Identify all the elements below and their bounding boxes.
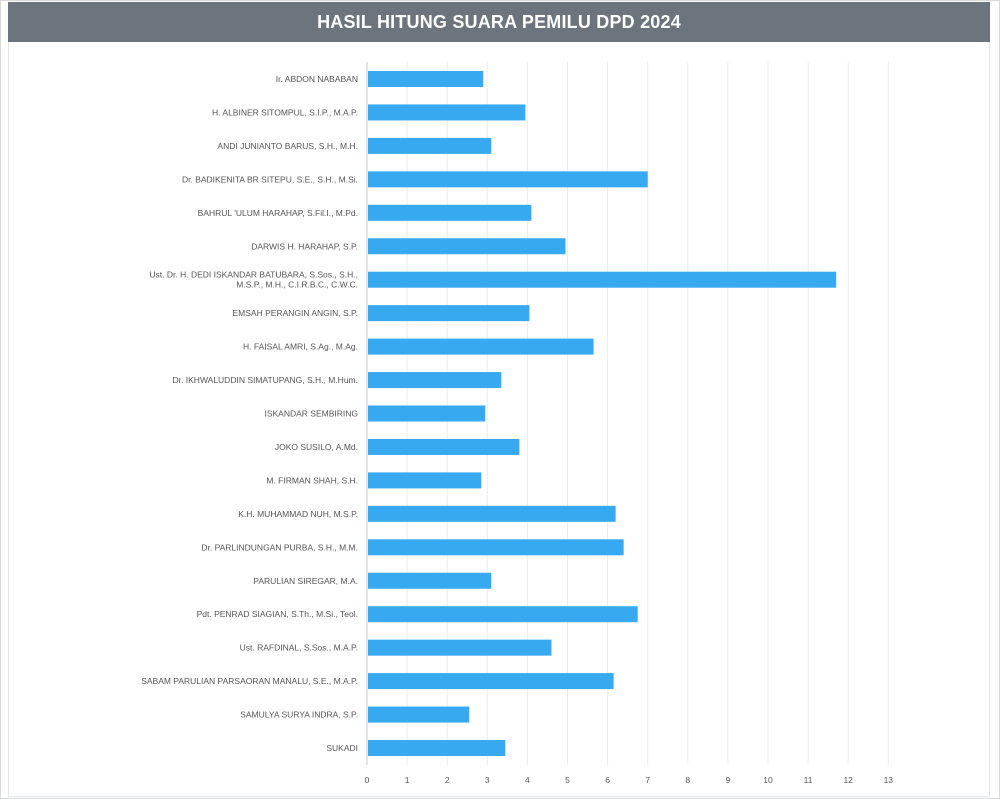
x-axis-ticks: 0 1 2 3 4 5 6 7 8 9 10 11 12 13	[365, 775, 894, 785]
category-label: SAMULYA SURYA INDRA, S.P.	[240, 710, 358, 720]
bar[interactable]	[368, 472, 482, 489]
category-label: H. FAISAL AMRI, S.Ag., M.Ag.	[243, 342, 358, 352]
x-tick-label: 7	[645, 775, 650, 785]
chart-panel	[8, 42, 990, 797]
category-label: Pdt. PENRAD SIAGIAN, S.Th., M.Si., Teol.	[197, 609, 358, 619]
bar[interactable]	[368, 639, 552, 656]
bar[interactable]	[368, 305, 530, 322]
x-tick-label: 3	[485, 775, 490, 785]
x-tick-label: 0	[365, 775, 370, 785]
x-tick-label: 5	[565, 775, 570, 785]
x-tick-label: 11	[804, 775, 813, 785]
category-label: Dr. IKHWALUDDIN SIMATUPANG, S.H., M.Hum.	[173, 375, 358, 385]
x-tick-label: 10	[763, 775, 773, 785]
bars	[368, 71, 837, 756]
category-label: H. ALBINER SITOMPUL, S.I.P., M.A.P.	[212, 107, 358, 117]
category-label: JOKO SUSILO, A.Md.	[275, 442, 358, 452]
bar[interactable]	[368, 606, 638, 623]
category-label: DARWIS H. HARAHAP, S.P.	[251, 241, 358, 251]
chart-header: HASIL HITUNG SUARA PEMILU DPD 2024	[8, 2, 990, 42]
x-tick-label: 6	[605, 775, 610, 785]
category-label: ANDI JUNIANTO BARUS, S.H., M.H.	[217, 141, 358, 151]
bar[interactable]	[368, 338, 594, 355]
bar[interactable]	[368, 505, 616, 522]
category-label: Ust. RAFDINAL, S.Sos., M.A.P.	[240, 643, 358, 653]
category-label: Dr. BADIKENITA BR SITEPU, S.E., S.H., M.…	[182, 174, 358, 184]
x-tick-label: 12	[843, 775, 853, 785]
chart-title: HASIL HITUNG SUARA PEMILU DPD 2024	[317, 11, 681, 32]
category-label: Ust. Dr. H. DEDI ISKANDAR BATUBARA, S.So…	[149, 270, 358, 280]
bar[interactable]	[368, 238, 566, 255]
bar[interactable]	[368, 405, 486, 422]
category-label: M.S.P., M.H., C.I.R.B.C., C.W.C.	[236, 280, 358, 290]
bar[interactable]	[368, 271, 837, 288]
bar[interactable]	[368, 204, 532, 221]
category-label: ISKANDAR SEMBIRING	[264, 409, 358, 419]
category-label: Ir. ABDON NABABAN	[276, 74, 358, 84]
bar[interactable]	[368, 137, 492, 154]
bar[interactable]	[368, 438, 520, 455]
x-tick-label: 1	[405, 775, 410, 785]
x-tick-label: 4	[525, 775, 530, 785]
category-label: BAHRUL 'ULUM HARAHAP, S.Fil.I., M.Pd.	[198, 208, 358, 218]
category-label: SUKADI	[326, 743, 358, 753]
x-tick-label: 2	[445, 775, 450, 785]
bar[interactable]	[368, 372, 502, 389]
x-tick-label: 9	[726, 775, 731, 785]
category-label: Dr. PARLINDUNGAN PURBA, S.H., M.M.	[201, 542, 358, 552]
bar[interactable]	[368, 104, 526, 121]
bar[interactable]	[368, 572, 492, 589]
category-label: K.H. MUHAMMAD NUH, M.S.P.	[238, 509, 358, 519]
x-tick-label: 8	[685, 775, 690, 785]
category-label: SABAM PARULIAN PARSAORAN MANALU, S.E., M…	[141, 676, 358, 686]
category-labels: Ir. ABDON NABABAN H. ALBINER SITOMPUL, S.…	[141, 74, 358, 753]
bar[interactable]	[368, 740, 506, 756]
bar[interactable]	[368, 539, 624, 556]
bar[interactable]	[368, 171, 648, 188]
category-label: PARULIAN SIREGAR, M.A.	[253, 576, 358, 586]
category-label: EMSAH PERANGIN ANGIN, S.P.	[233, 308, 359, 318]
category-label: M. FIRMAN SHAH, S.H.	[266, 475, 358, 485]
bar[interactable]	[368, 71, 484, 87]
x-tick-label: 13	[884, 775, 894, 785]
bar[interactable]	[368, 673, 614, 690]
bar[interactable]	[368, 706, 470, 723]
